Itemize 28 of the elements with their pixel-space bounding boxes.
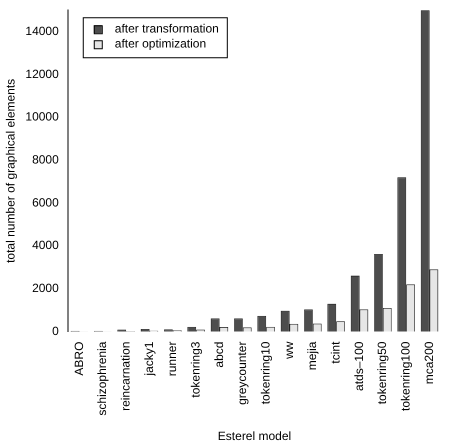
y-tick-label: 12000 (25, 66, 60, 81)
x-tick-label: tokenring100 (398, 341, 413, 411)
x-tick-label: abcd (212, 342, 226, 368)
x-axis-title: Esterel model (218, 429, 292, 444)
x-tick-label: ww (282, 341, 296, 360)
x-tick-label: mca200 (422, 341, 436, 384)
x-tick-label: tokenring10 (258, 341, 272, 404)
x-tick-label: greycounter (235, 342, 250, 405)
x-tick-label: reincarnation (118, 342, 132, 411)
y-tick-label: 6000 (32, 195, 60, 210)
x-tick-label: tcint (328, 340, 342, 364)
y-tick-label: 14000 (25, 24, 60, 38)
x-tick-label: ABRO (72, 342, 86, 376)
x-tick-label: jacky1 (142, 341, 156, 377)
y-axis-title: total number of graphical elements (4, 78, 18, 263)
legend-label: after transformation (114, 22, 219, 36)
y-tick-label: 8000 (32, 152, 60, 166)
x-tick-label: tokenring3 (188, 341, 202, 398)
x-tick-label: runner (165, 342, 180, 376)
y-tick-label: 0 (52, 324, 60, 338)
x-tick-label: schizophrenia (95, 341, 110, 416)
x-tick-label: mejia (305, 341, 320, 370)
x-tick-label: tokenring50 (375, 341, 390, 404)
x-tick-label: atds–100 (352, 341, 366, 391)
y-tick-label: 4000 (32, 238, 60, 252)
y-tick-label: 2000 (32, 281, 60, 296)
legend-label: after optimization (114, 36, 206, 51)
y-tick-label: 10000 (25, 110, 60, 124)
